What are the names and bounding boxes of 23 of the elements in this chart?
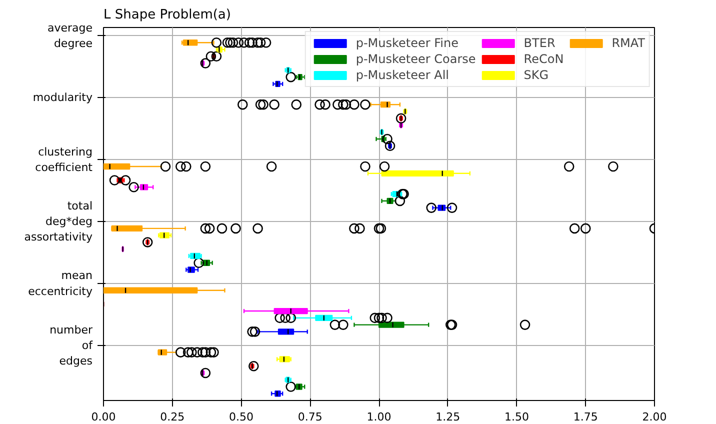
x-tick-label: 1.50: [504, 410, 530, 424]
legend-label: p-Musketeer Coarse: [356, 52, 476, 66]
y-tick-label: average degree: [47, 21, 93, 50]
legend-label: BTER: [524, 36, 556, 50]
chart-title: L Shape Problem(a): [104, 8, 231, 22]
legend-label: SKG: [524, 68, 549, 82]
x-tick-label: 1.75: [573, 410, 598, 424]
y-tick-label: modularity: [32, 91, 93, 104]
legend-label: ReCoN: [524, 52, 564, 66]
x-tick-label: 1.25: [436, 410, 460, 424]
y-tick-label: total deg*deg assortativity: [24, 199, 93, 244]
x-tick-label: 0.75: [298, 410, 322, 424]
legend-label: RMAT: [612, 36, 645, 50]
x-tick-label: 0.00: [91, 410, 116, 424]
y-tick-label: number of edges: [50, 323, 94, 368]
legend-label: p-Musketeer All: [356, 68, 450, 82]
x-tick-label: 0.25: [160, 410, 185, 424]
y-tick-label: clustering coefficient: [35, 145, 94, 174]
y-tick-label: mean eccentricity: [28, 269, 93, 298]
x-tick-label: 0.50: [229, 410, 254, 424]
x-tick-label: 1.00: [366, 410, 392, 424]
legend-label: p-Musketeer Fine: [356, 36, 458, 50]
x-tick-label: 2.00: [642, 410, 667, 424]
